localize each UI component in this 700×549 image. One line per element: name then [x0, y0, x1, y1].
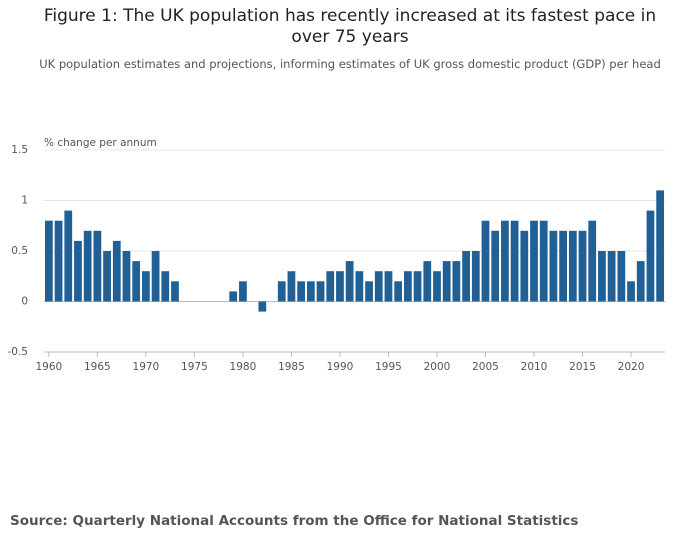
bar — [112, 240, 121, 302]
bar — [462, 251, 470, 302]
bar — [355, 271, 364, 302]
y-tick-label: 1.5 — [11, 144, 28, 156]
bar — [142, 271, 150, 302]
y-tick-label: 0 — [21, 296, 28, 308]
bar — [93, 230, 102, 302]
x-tick-label: 2015 — [569, 361, 596, 373]
x-tick-label: 1965 — [84, 361, 111, 373]
bar — [607, 251, 616, 302]
bar — [530, 220, 538, 302]
bar — [578, 230, 587, 302]
bar — [636, 261, 645, 302]
bar — [258, 301, 267, 312]
x-tick-label: 1980 — [230, 361, 257, 373]
y-tick-label: -0.5 — [8, 346, 29, 358]
bar — [559, 230, 567, 302]
bar — [646, 210, 655, 302]
x-tick-label: 1990 — [327, 361, 354, 373]
bar — [74, 240, 82, 302]
bar — [442, 261, 451, 302]
bar — [384, 271, 393, 302]
bar — [161, 271, 170, 302]
bar — [568, 230, 577, 302]
bar — [549, 230, 558, 302]
bar — [151, 251, 160, 302]
bar — [627, 281, 635, 302]
bar — [277, 281, 286, 302]
x-tick-label: 1970 — [133, 361, 160, 373]
bar — [297, 281, 306, 302]
bar — [403, 271, 412, 302]
bar — [64, 210, 73, 302]
x-tick-label: 2010 — [521, 361, 548, 373]
bar — [433, 271, 441, 302]
bar — [598, 251, 606, 302]
bar — [588, 220, 597, 302]
source-note: Source: Quarterly National Accounts from… — [10, 513, 579, 529]
bar — [316, 281, 325, 302]
x-tick-label: 1960 — [35, 361, 62, 373]
bar — [326, 271, 335, 302]
bar — [374, 271, 383, 302]
y-tick-label: 0.5 — [11, 245, 28, 257]
x-tick-label: 2005 — [472, 361, 499, 373]
bar — [132, 261, 141, 302]
bar — [520, 230, 529, 302]
bar — [452, 261, 461, 302]
bar — [171, 281, 179, 302]
y-tick-label: 1 — [21, 195, 28, 207]
bar — [501, 220, 509, 302]
bar — [239, 281, 247, 302]
bar — [481, 220, 490, 302]
bar — [491, 230, 500, 302]
bar — [510, 220, 519, 302]
x-tick-label: 1995 — [375, 361, 402, 373]
chart-title: Figure 1: The UK population has recently… — [43, 6, 657, 47]
bar — [617, 251, 626, 302]
bar — [54, 220, 63, 302]
bar — [229, 291, 238, 302]
x-tick-label: 1975 — [181, 361, 208, 373]
bar — [413, 271, 422, 302]
bar — [103, 251, 111, 302]
bar — [345, 261, 354, 302]
bar — [656, 190, 665, 302]
bar — [365, 281, 373, 302]
bar — [336, 271, 344, 302]
bar — [44, 220, 53, 302]
bar — [83, 230, 92, 302]
bar — [306, 281, 315, 302]
bar — [423, 261, 432, 302]
bar — [539, 220, 548, 302]
x-tick-label: 2000 — [424, 361, 451, 373]
x-tick-label: 1985 — [278, 361, 305, 373]
chart-subtitle: UK population estimates and projections,… — [39, 57, 661, 71]
x-tick-label: 2020 — [618, 361, 645, 373]
bar — [394, 281, 403, 302]
bar — [122, 251, 131, 302]
y-axis-label: % change per annum — [44, 137, 157, 149]
bar — [287, 271, 296, 302]
bar — [471, 251, 480, 302]
